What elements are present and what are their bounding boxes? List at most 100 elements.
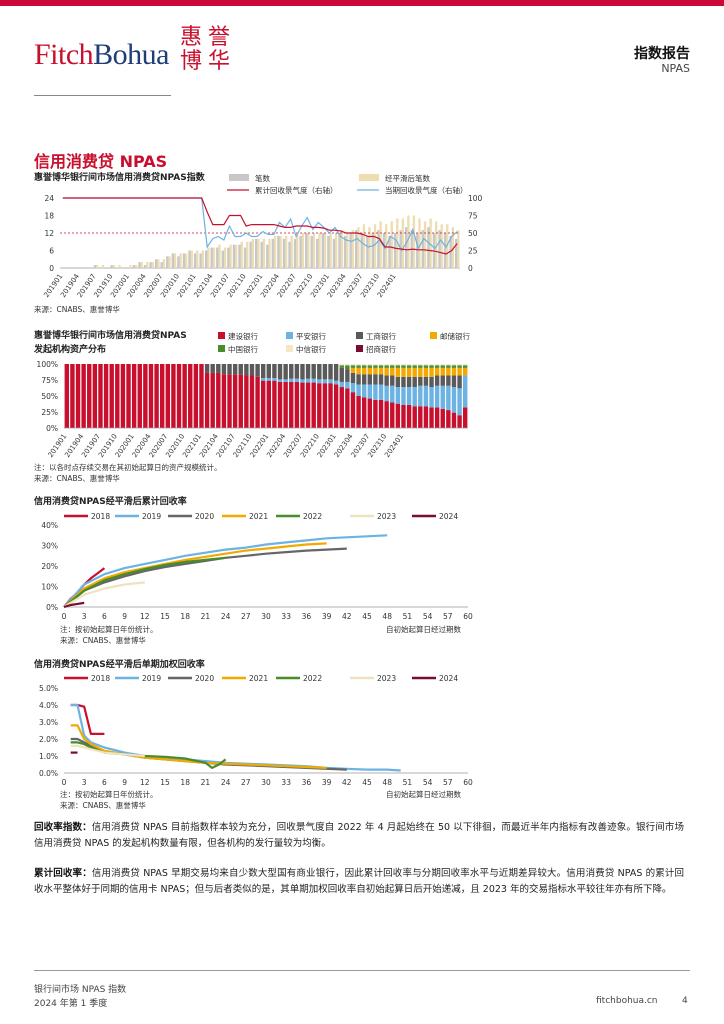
chart2-bar-segment	[418, 367, 423, 377]
chart1-legend-label: 笔数	[255, 173, 270, 183]
chart2-legend-swatch	[430, 332, 437, 339]
chart1-count-bar	[271, 238, 274, 268]
chart2-bar-segment	[328, 379, 333, 384]
chart2-bar-segment	[434, 364, 440, 366]
chart1-smoothed-bar	[196, 250, 199, 268]
chart3-legend-label: 2018	[91, 512, 110, 521]
chart2-bar-segment	[356, 384, 361, 396]
chart1-left-tick: 18	[44, 212, 54, 221]
chart4-y-tick: 0.0%	[39, 769, 58, 778]
chart3-y-tick: 0%	[46, 603, 58, 612]
section-title: 信用消费贷 NPAS	[34, 152, 168, 171]
chart1-count-bar	[205, 250, 208, 268]
chart3-series-2024	[63, 601, 85, 609]
chart3-source: 来源：CNABS、惠誉博华	[60, 636, 146, 645]
chart3-legend-label: 2019	[142, 512, 161, 521]
chart2-bar-segment	[384, 364, 389, 366]
chart1-count-bar	[182, 253, 186, 268]
chart4-x-tick: 12	[140, 778, 150, 787]
chart2-legend-swatch	[286, 332, 293, 339]
chart1-count-bar	[332, 238, 336, 268]
chart2-bar-segment	[345, 369, 350, 382]
chart3-x-tick: 45	[362, 612, 372, 621]
chart2-bar-segment	[328, 364, 333, 380]
chart2-legend-swatch	[356, 345, 363, 352]
chart2-bar-segment	[143, 364, 148, 428]
chart2-bar-segment	[373, 374, 378, 385]
chart1-count-bar	[443, 233, 447, 268]
chart1-smoothed-bar	[240, 241, 243, 268]
chart2-y-tick: 100%	[37, 360, 58, 369]
chart1-smoothed-bar	[301, 233, 304, 268]
chart2-bar-segment	[401, 387, 406, 405]
chart1-smoothed-bar	[246, 241, 249, 268]
chart2-bar-segment	[188, 364, 193, 428]
chart1-count-bar	[388, 235, 391, 268]
chart2-bar-segment	[384, 401, 389, 428]
chart2-bar-segment	[227, 374, 232, 428]
chart2-bar-segment	[395, 376, 401, 388]
chart2-bar-segment	[378, 367, 384, 375]
chart1-smoothed-bar	[368, 227, 371, 268]
chart3-series-2019	[63, 534, 388, 608]
chart2-bar-segment	[232, 374, 238, 428]
chart1-smoothed-bar	[262, 238, 266, 268]
chart1-legend-swatch	[359, 174, 379, 181]
chart1-smoothed-bar	[218, 244, 221, 268]
chart2-bar-segment	[429, 364, 434, 366]
chart1-count-bar	[293, 238, 297, 268]
paragraph-recovery-index: 回收率指数：信用消费贷 NPAS 目前指数样本较为充分，回收景气度自 2022 …	[34, 822, 684, 849]
chart2-bar-segment	[451, 375, 457, 388]
chart2-bar-segment	[300, 379, 305, 383]
chart3-y-tick: 40%	[41, 521, 58, 530]
chart1-smoothed-bar	[335, 233, 338, 268]
chart1-smoothed-bar	[173, 253, 177, 268]
chart1-smoothed-bar	[307, 233, 310, 268]
chart4-x-tick: 39	[322, 778, 332, 787]
chart2-bar-segment	[339, 365, 344, 368]
chart2-bar-segment	[294, 378, 300, 382]
top-accent-bar	[0, 0, 724, 6]
chart2-bar-segment	[255, 376, 260, 428]
chart3-x-tick: 39	[322, 612, 332, 621]
chart2-legend-label: 中国银行	[228, 344, 258, 354]
chart2-bar-segment	[395, 364, 401, 366]
chart2-bar-segment	[378, 399, 384, 428]
chart3-legend-label: 2022	[303, 512, 322, 521]
chart3-legend-label: 2020	[195, 512, 214, 521]
chart3-x-tick: 6	[102, 612, 107, 621]
chart2-legend-label: 邮储银行	[440, 331, 470, 341]
chart2-bar-segment	[384, 375, 389, 386]
chart1-smoothed-bar	[446, 224, 449, 268]
chart1-left-tick: 24	[44, 194, 54, 203]
chart1-legend-label: 经平滑后笔数	[385, 173, 430, 183]
chart2-bar-segment	[384, 367, 389, 376]
chart1-left-tick: 0	[49, 264, 54, 273]
chart3-x-tick: 0	[62, 612, 67, 621]
chart2-bar-segment	[75, 364, 81, 428]
chart2-bar-segment	[462, 375, 468, 408]
chart2-bar-segment	[272, 364, 277, 379]
chart2-bar-segment	[249, 364, 255, 376]
chart2-bar-segment	[238, 374, 243, 428]
chart1-right-tick: 75	[468, 212, 478, 221]
chart2-bar-segment	[350, 364, 356, 366]
chart2-bar-segment	[429, 365, 434, 368]
chart3-x-tick: 21	[201, 612, 211, 621]
chart1-smoothed-bar	[351, 230, 354, 268]
chart2-bar-segment	[339, 387, 344, 428]
chart2-bar-segment	[159, 364, 165, 428]
chart2-bar-segment	[260, 378, 266, 381]
chart2-bar-segment	[451, 367, 457, 376]
chart2-bar-segment	[440, 364, 445, 366]
chart1-right-tick: 0	[468, 264, 473, 273]
chart2-bar-segment	[373, 365, 378, 368]
chart3-x-tick: 18	[180, 612, 190, 621]
chart2-bar-segment	[446, 367, 451, 376]
chart2-bar-segment	[193, 364, 199, 428]
chart2-bar-segment	[137, 364, 142, 428]
chart3-x-tick: 51	[403, 612, 413, 621]
chart3-series-2023	[63, 581, 145, 608]
chart3-y-tick: 30%	[41, 542, 58, 551]
